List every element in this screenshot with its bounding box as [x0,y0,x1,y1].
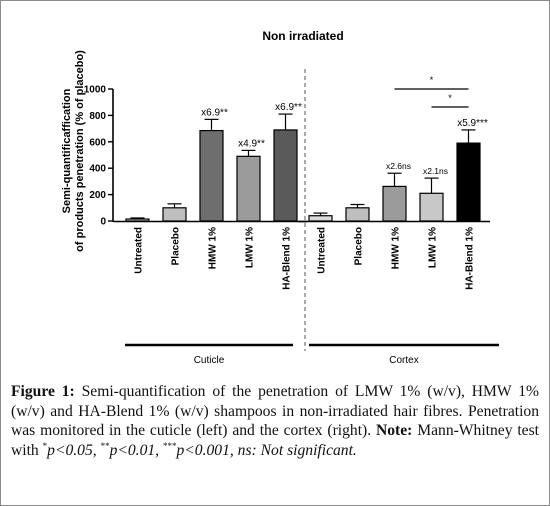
bar-chart: Non irradiated Semi-quantificaffication of… [61,29,499,366]
significance-label: * [448,93,452,103]
x-tick-label: HA-Blend 1% [282,227,293,290]
caption-note-label: Note: [376,422,413,440]
group-label: Cuticle [194,355,225,366]
x-tick-label: Untreated [134,227,145,274]
bar [162,207,187,222]
bar [125,218,150,222]
chart-title: Non irradiated [262,29,343,43]
y-tick-label: 400 [89,164,106,175]
bar-annotation: x6.9** [275,102,302,113]
y-axis-label-line-1: Semi-quantificaffication [61,88,73,213]
x-tick-label: LMW 1% [245,227,256,268]
significance-mark-3: *** [162,440,177,451]
x-tick-label: HA-Blend 1% [465,227,476,290]
y-axis-label-line-2: of products penetration (% of placebo) [74,50,86,252]
bar [345,207,370,222]
figure-caption: Figure 1: Semi-quantification of the pen… [11,382,539,460]
significance-label: * [430,75,434,85]
bar-annotation: x2.1ns [423,166,448,176]
bar-annotation: x6.9** [201,107,228,118]
y-tick-label: 1000 [84,85,107,96]
x-tick-label: Placebo [171,227,182,265]
bar [236,155,261,222]
x-tick-label: Untreated [317,227,328,274]
significance-mark-2: ** [100,440,110,451]
significance-mark-1: * [42,440,48,451]
caption-label: Figure 1: [11,383,75,400]
y-tick-label: 200 [89,190,106,201]
significance-text-3: p<0.001, ns: Not significant. [176,441,357,459]
y-tick-label: 600 [89,137,106,148]
bar-annotation: x4.9** [238,138,265,149]
x-tick-label: HMW 1% [391,227,402,269]
bar-annotation: x5.9*** [457,118,488,129]
y-tick-label: 800 [89,111,106,122]
group-label: Cortex [389,355,418,366]
x-tick-label: LMW 1% [428,227,439,268]
x-tick-label: HMW 1% [208,227,219,269]
bar [382,185,407,222]
bar [308,215,333,222]
x-tick-label: Placebo [354,227,365,265]
y-tick-label: 0 [100,217,106,228]
caption-note-text: Mann-Whitney test with [11,422,540,459]
bar [199,129,224,222]
bar [273,129,298,222]
significance-text-2: p<0.01, [109,441,160,459]
caption-text: Semi-quantification of the penetration o… [11,383,539,440]
bar [456,142,481,222]
significance-text-1: p<0.05, [47,441,97,459]
bar [419,192,444,222]
bar-annotation: x2.6ns [386,161,411,171]
